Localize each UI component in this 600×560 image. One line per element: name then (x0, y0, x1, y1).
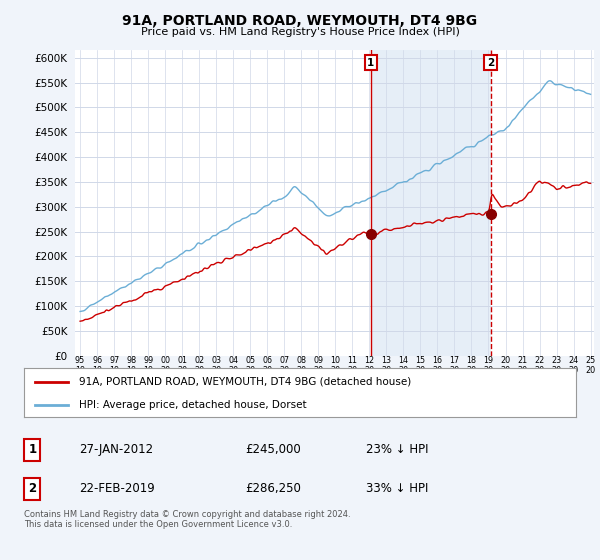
Text: HPI: Average price, detached house, Dorset: HPI: Average price, detached house, Dors… (79, 400, 307, 410)
Text: 1: 1 (28, 444, 37, 456)
Text: 2: 2 (487, 58, 494, 68)
Text: 27-JAN-2012: 27-JAN-2012 (79, 444, 154, 456)
Text: 91A, PORTLAND ROAD, WEYMOUTH, DT4 9BG: 91A, PORTLAND ROAD, WEYMOUTH, DT4 9BG (122, 14, 478, 28)
Text: 2: 2 (28, 482, 37, 496)
Text: Price paid vs. HM Land Registry's House Price Index (HPI): Price paid vs. HM Land Registry's House … (140, 27, 460, 37)
Text: 22-FEB-2019: 22-FEB-2019 (79, 482, 155, 496)
Text: Contains HM Land Registry data © Crown copyright and database right 2024.
This d: Contains HM Land Registry data © Crown c… (24, 510, 350, 529)
Bar (371, 50, 491, 356)
Text: 91A, PORTLAND ROAD, WEYMOUTH, DT4 9BG (detached house): 91A, PORTLAND ROAD, WEYMOUTH, DT4 9BG (d… (79, 377, 412, 387)
Text: £245,000: £245,000 (245, 444, 301, 456)
Text: 33% ↓ HPI: 33% ↓ HPI (366, 482, 428, 496)
Text: £286,250: £286,250 (245, 482, 301, 496)
Text: 23% ↓ HPI: 23% ↓ HPI (366, 444, 429, 456)
Text: 1: 1 (367, 58, 374, 68)
